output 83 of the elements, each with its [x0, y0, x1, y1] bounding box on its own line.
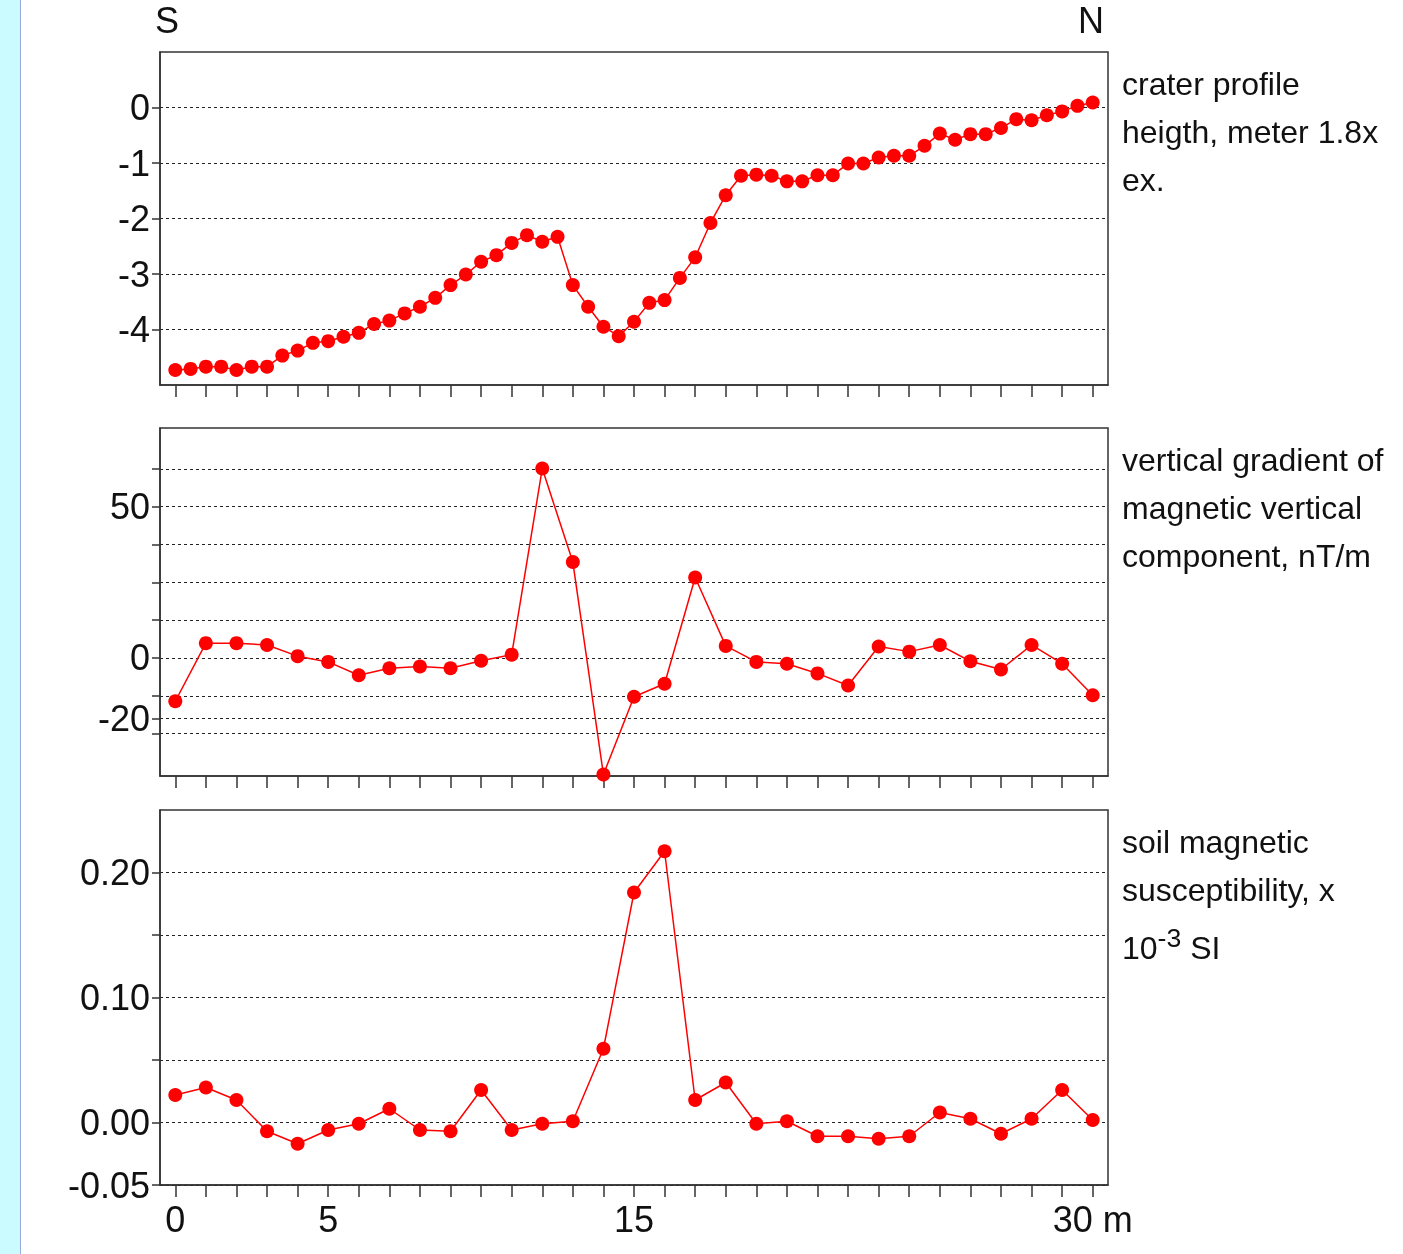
point	[443, 661, 458, 676]
point	[902, 1129, 917, 1144]
point	[627, 885, 641, 900]
y-tick-label: -2	[117, 198, 150, 239]
point	[596, 767, 611, 782]
y-tick-label: -4	[117, 309, 150, 350]
point	[749, 654, 764, 669]
point	[1055, 656, 1070, 671]
point	[168, 1088, 183, 1102]
point	[1055, 1083, 1070, 1097]
point	[932, 1105, 947, 1120]
point	[810, 1129, 825, 1144]
point	[351, 668, 366, 683]
y-tick-label: 0.00	[79, 1102, 150, 1143]
point	[168, 694, 183, 709]
y-axis-title: crater profile heigth, meter 1.8x ex.	[1122, 65, 1380, 200]
point	[1085, 688, 1100, 703]
point	[841, 1129, 856, 1144]
point	[229, 1093, 244, 1107]
point	[993, 662, 1008, 677]
point	[902, 644, 917, 659]
point	[321, 1123, 336, 1137]
point	[963, 1111, 978, 1126]
point	[412, 1123, 427, 1137]
point	[474, 1083, 489, 1097]
point	[596, 1041, 611, 1056]
y-tick-label: 50	[109, 486, 150, 528]
point	[1085, 1113, 1100, 1127]
point	[779, 1114, 794, 1129]
point	[963, 654, 978, 669]
point	[1024, 637, 1039, 652]
y-tick-label: 0.10	[79, 977, 150, 1018]
point	[198, 1080, 213, 1095]
point	[535, 1116, 550, 1131]
point	[412, 659, 427, 674]
y-tick-label: 0.20	[79, 852, 150, 893]
y-tick-label: -1	[117, 142, 150, 184]
x-tick-label: 0	[165, 1198, 186, 1240]
point	[260, 1124, 275, 1139]
point	[718, 1075, 733, 1090]
point	[229, 636, 244, 651]
point	[351, 1116, 366, 1131]
point	[504, 1123, 519, 1137]
y-tick-label: -3	[117, 253, 150, 295]
point	[779, 656, 794, 671]
y-tick-label: -0.05	[67, 1164, 150, 1206]
point	[504, 647, 519, 662]
point	[443, 1124, 458, 1139]
point	[688, 570, 703, 585]
y-tick-label: -20	[97, 698, 150, 739]
point	[565, 555, 580, 570]
point	[932, 637, 947, 652]
point	[565, 1114, 580, 1129]
point	[1024, 1111, 1039, 1126]
point	[627, 689, 641, 704]
point	[810, 666, 825, 681]
text: S	[155, 0, 180, 42]
y-tick-label: 0	[129, 87, 150, 128]
y-axis-title: vertical gradient of magnetic vertical component, nT/m	[1122, 441, 1384, 576]
point	[993, 1126, 1008, 1141]
x-tick-label: 15	[613, 1198, 655, 1240]
point	[382, 661, 397, 676]
x-tick-label: 30 m	[1052, 1198, 1133, 1240]
point	[474, 653, 489, 668]
point	[321, 654, 336, 669]
point	[871, 639, 886, 654]
point	[290, 649, 305, 664]
point	[718, 638, 733, 653]
y-axis-title: soil magnetic susceptibility, x 10$^{-3}$ SI	[1122, 823, 1336, 968]
text: N	[1078, 0, 1104, 42]
point	[657, 844, 672, 859]
point	[290, 1136, 305, 1151]
point	[688, 1093, 703, 1107]
point	[749, 1116, 764, 1131]
point	[198, 636, 213, 651]
x-tick-label: 5	[318, 1198, 339, 1240]
y-tick-label: 0	[129, 637, 150, 679]
point	[841, 678, 856, 693]
point	[382, 1101, 397, 1116]
point	[657, 676, 672, 691]
point	[260, 637, 275, 652]
point	[871, 1131, 886, 1146]
point	[535, 461, 550, 476]
